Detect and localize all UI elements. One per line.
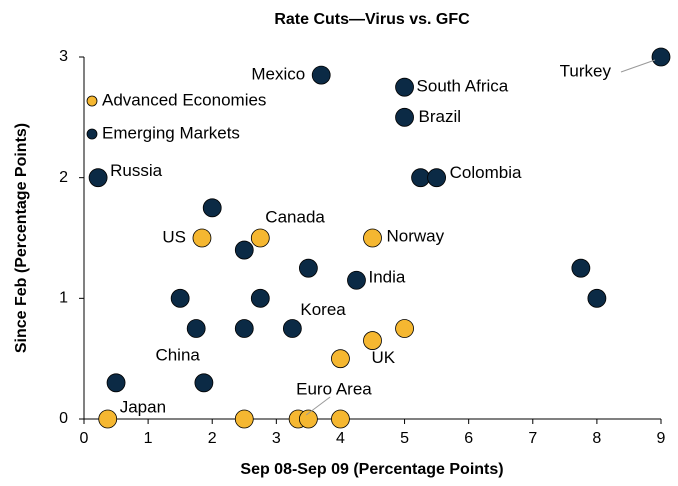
x-tick-label: 8 bbox=[592, 430, 601, 447]
point bbox=[88, 168, 108, 188]
point-label: US bbox=[162, 227, 186, 246]
legend-label: Advanced Economies bbox=[102, 90, 266, 109]
leader-line bbox=[620, 59, 656, 73]
point bbox=[331, 349, 350, 369]
point bbox=[298, 409, 318, 429]
point bbox=[363, 331, 382, 350]
chart-title: Rate Cuts—Virus vs. GFC bbox=[274, 11, 470, 28]
point bbox=[331, 409, 350, 429]
point bbox=[395, 107, 414, 127]
point bbox=[170, 288, 190, 308]
point bbox=[202, 198, 222, 218]
point bbox=[395, 319, 414, 338]
point bbox=[194, 373, 214, 393]
y-tick-label: 1 bbox=[59, 290, 68, 307]
point bbox=[234, 319, 254, 338]
point-label: China bbox=[155, 345, 200, 364]
point bbox=[311, 65, 331, 85]
point bbox=[347, 270, 366, 290]
point bbox=[363, 228, 382, 248]
point-label: UK bbox=[372, 348, 396, 367]
point bbox=[192, 228, 212, 248]
point-label: Colombia bbox=[450, 163, 522, 182]
point-label: Turkey bbox=[560, 61, 612, 80]
y-axis-label: Since Feb (Percentage Points) bbox=[13, 123, 30, 353]
legend-label: Emerging Markets bbox=[102, 123, 240, 142]
x-tick-label: 2 bbox=[208, 430, 217, 447]
point-label: South Africa bbox=[417, 77, 509, 96]
point bbox=[571, 258, 591, 278]
x-tick-label: 9 bbox=[657, 430, 666, 447]
point bbox=[186, 319, 206, 338]
y-tick-label: 0 bbox=[59, 410, 68, 427]
legend-marker bbox=[86, 95, 98, 107]
point-label: Korea bbox=[300, 300, 346, 319]
point-label: India bbox=[368, 268, 405, 287]
point bbox=[411, 168, 430, 188]
point bbox=[234, 409, 254, 429]
point-label: Euro Area bbox=[296, 379, 372, 398]
point-label: Canada bbox=[265, 207, 325, 226]
point-label: Mexico bbox=[251, 65, 305, 84]
x-tick-label: 5 bbox=[400, 430, 409, 447]
x-tick-label: 6 bbox=[464, 430, 473, 447]
y-tick-label: 3 bbox=[59, 48, 68, 65]
point bbox=[282, 319, 302, 338]
point bbox=[651, 47, 671, 67]
x-tick-label: 7 bbox=[528, 430, 537, 447]
point-label: Brazil bbox=[419, 107, 462, 126]
point bbox=[298, 258, 318, 278]
point bbox=[250, 228, 270, 248]
x-axis-label: Sep 08-Sep 09 (Percentage Points) bbox=[240, 461, 503, 478]
point bbox=[234, 240, 254, 260]
point bbox=[395, 77, 414, 97]
point bbox=[98, 409, 118, 429]
point-label: Japan bbox=[120, 397, 166, 416]
point bbox=[587, 288, 607, 308]
leader-line bbox=[305, 396, 331, 416]
legend-marker bbox=[86, 128, 98, 140]
x-tick-label: 1 bbox=[144, 430, 153, 447]
x-tick-label: 0 bbox=[80, 430, 89, 447]
point bbox=[250, 288, 270, 308]
point bbox=[106, 373, 126, 393]
x-tick-label: 3 bbox=[272, 430, 281, 447]
y-tick-label: 2 bbox=[59, 169, 68, 186]
x-tick-label: 4 bbox=[336, 430, 345, 447]
point-label: Norway bbox=[387, 226, 445, 245]
point-label: Russia bbox=[110, 161, 163, 180]
point bbox=[427, 168, 447, 188]
